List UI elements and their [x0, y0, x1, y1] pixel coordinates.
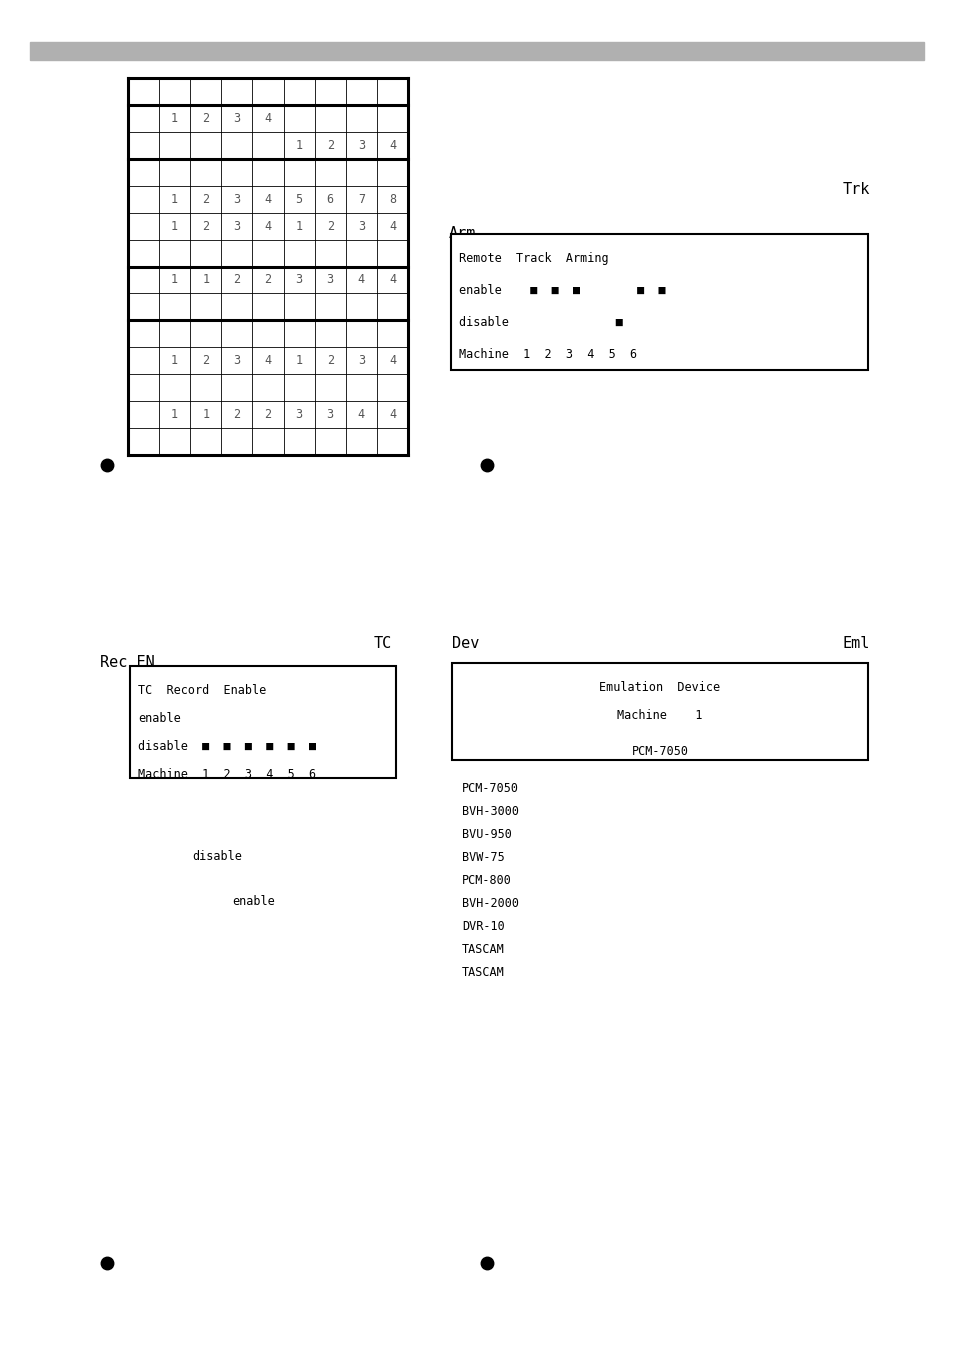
Text: TASCAM: TASCAM — [461, 966, 504, 979]
Text: 3: 3 — [233, 112, 240, 124]
Bar — [30, 42, 923, 59]
Text: 1: 1 — [171, 354, 178, 367]
Text: 3: 3 — [295, 273, 302, 286]
Text: 4: 4 — [389, 220, 395, 232]
Text: 1: 1 — [171, 273, 178, 286]
Text: 3: 3 — [326, 408, 334, 422]
Text: 3: 3 — [326, 273, 334, 286]
Text: PCM-7050: PCM-7050 — [631, 744, 688, 758]
Text: disable               ■: disable ■ — [458, 316, 622, 330]
Text: 4: 4 — [357, 408, 364, 422]
Bar — [130, 666, 395, 778]
Text: Machine    1: Machine 1 — [617, 709, 702, 721]
Text: 2: 2 — [233, 273, 240, 286]
Text: 1: 1 — [202, 273, 209, 286]
Text: BVH-2000: BVH-2000 — [461, 897, 518, 911]
Text: 3: 3 — [357, 220, 364, 232]
Text: 6: 6 — [326, 193, 334, 205]
Text: disable: disable — [192, 850, 242, 863]
Text: BVW-75: BVW-75 — [461, 851, 504, 865]
Text: disable  ■  ■  ■  ■  ■  ■: disable ■ ■ ■ ■ ■ ■ — [138, 740, 315, 753]
Text: 7: 7 — [357, 193, 364, 205]
Text: 1: 1 — [171, 112, 178, 124]
Text: 1: 1 — [171, 408, 178, 422]
Text: Arm: Arm — [449, 226, 476, 240]
Text: 1: 1 — [171, 220, 178, 232]
Text: Remote  Track  Arming: Remote Track Arming — [458, 253, 608, 265]
Text: 5: 5 — [295, 193, 302, 205]
Text: TC: TC — [374, 636, 392, 651]
Text: PCM-800: PCM-800 — [461, 874, 512, 888]
Text: 2: 2 — [202, 220, 209, 232]
Text: 2: 2 — [326, 139, 334, 151]
Text: 4: 4 — [389, 273, 395, 286]
Bar — [451, 234, 867, 370]
Text: TC  Record  Enable: TC Record Enable — [138, 684, 266, 697]
Text: Trk: Trk — [841, 182, 869, 197]
Text: Eml: Eml — [841, 636, 869, 651]
Text: Machine  1  2  3  4  5  6: Machine 1 2 3 4 5 6 — [138, 767, 315, 781]
Text: 8: 8 — [389, 193, 395, 205]
Text: PCM-7050: PCM-7050 — [461, 782, 518, 794]
Text: DVR-10: DVR-10 — [461, 920, 504, 934]
Text: 1: 1 — [295, 220, 302, 232]
Text: 4: 4 — [357, 273, 364, 286]
Text: 2: 2 — [264, 408, 272, 422]
Text: BVU-950: BVU-950 — [461, 828, 512, 842]
Text: 1: 1 — [295, 139, 302, 151]
Text: Emulation  Device: Emulation Device — [598, 681, 720, 694]
Bar — [452, 663, 867, 761]
Text: 3: 3 — [357, 354, 364, 367]
Text: 2: 2 — [202, 193, 209, 205]
Text: 1: 1 — [295, 354, 302, 367]
Text: 4: 4 — [264, 193, 272, 205]
Text: 2: 2 — [233, 408, 240, 422]
Text: 3: 3 — [233, 220, 240, 232]
Text: 4: 4 — [264, 354, 272, 367]
Text: 4: 4 — [264, 220, 272, 232]
Text: Rec EN: Rec EN — [100, 655, 154, 670]
Text: TASCAM: TASCAM — [461, 943, 504, 957]
Text: 2: 2 — [326, 220, 334, 232]
Text: 2: 2 — [202, 354, 209, 367]
Text: BVH-3000: BVH-3000 — [461, 805, 518, 817]
Text: 4: 4 — [389, 408, 395, 422]
Text: enable: enable — [232, 894, 274, 908]
Text: 4: 4 — [389, 139, 395, 151]
Text: enable    ■  ■  ■        ■  ■: enable ■ ■ ■ ■ ■ — [458, 284, 665, 297]
Text: enable: enable — [138, 712, 180, 725]
Text: 3: 3 — [233, 354, 240, 367]
Text: Dev: Dev — [452, 636, 478, 651]
Text: Machine  1  2  3  4  5  6: Machine 1 2 3 4 5 6 — [458, 349, 637, 361]
Text: 4: 4 — [264, 112, 272, 124]
Text: 2: 2 — [264, 273, 272, 286]
Text: 3: 3 — [357, 139, 364, 151]
Text: 1: 1 — [202, 408, 209, 422]
Text: 3: 3 — [295, 408, 302, 422]
Text: 1: 1 — [171, 193, 178, 205]
Text: 3: 3 — [233, 193, 240, 205]
Text: 2: 2 — [326, 354, 334, 367]
Text: 4: 4 — [389, 354, 395, 367]
Text: 2: 2 — [202, 112, 209, 124]
